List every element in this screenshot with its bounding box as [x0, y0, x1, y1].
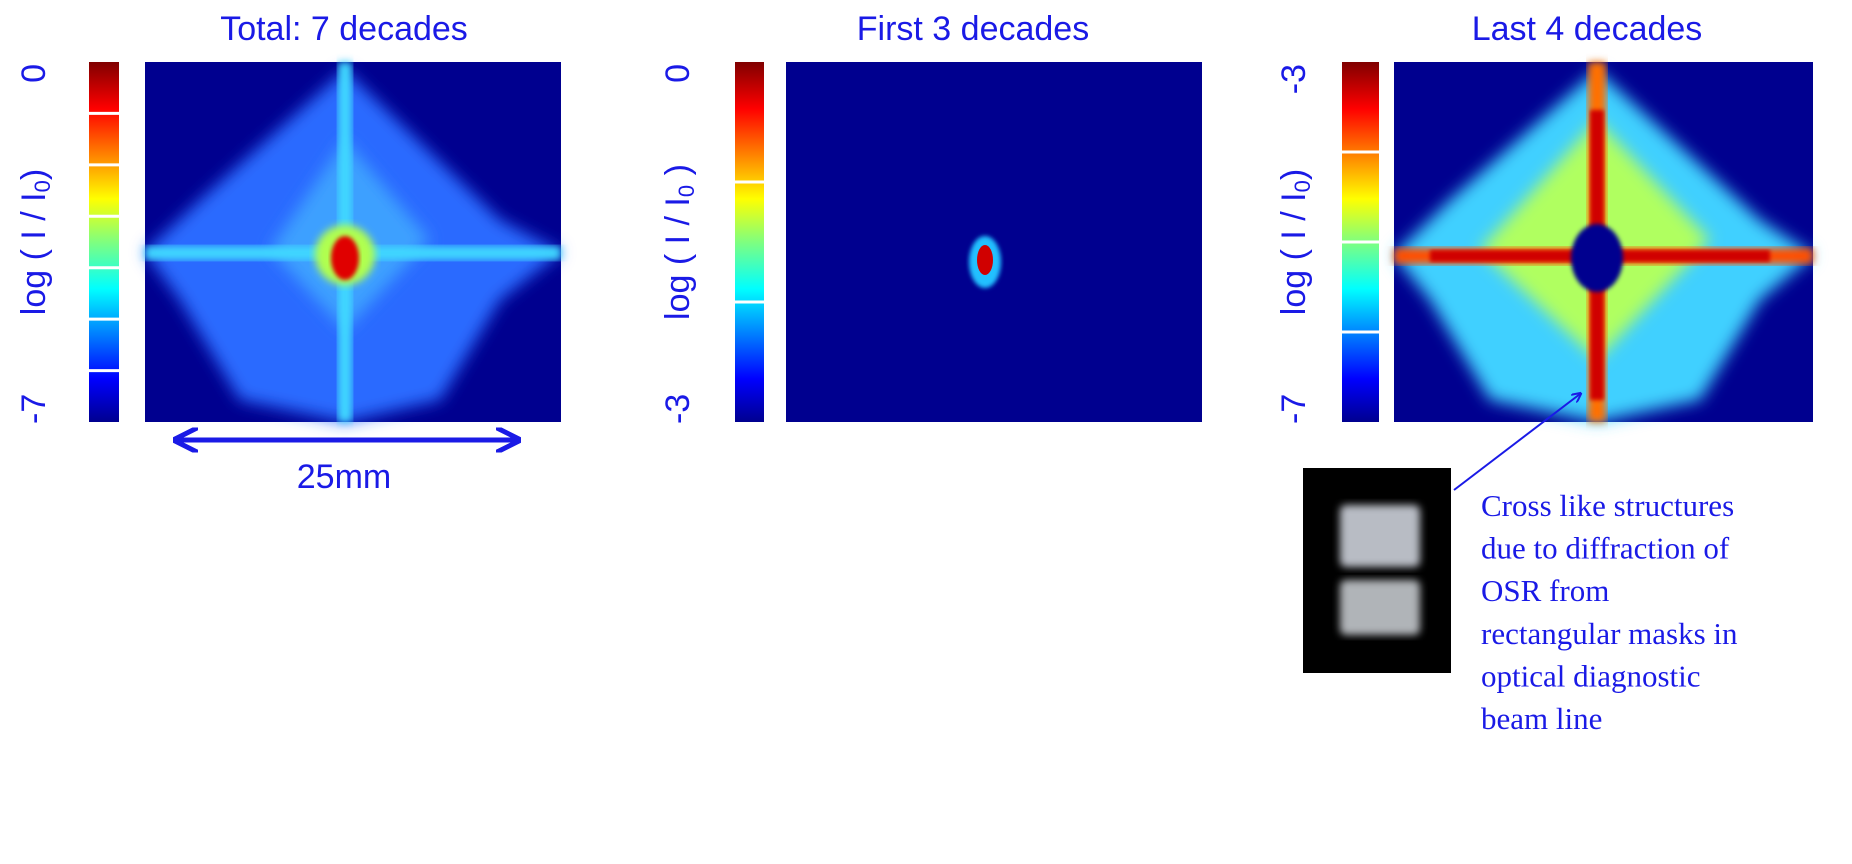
axis-label-close: ) — [1275, 169, 1313, 180]
axis-label: log ( I / I0) — [15, 169, 55, 315]
axis-label: log ( I / I0) — [1275, 169, 1315, 315]
axis-label-text: log ( I / I — [15, 192, 53, 315]
colorbar-bottom-label: -7 — [1275, 394, 1313, 424]
caption-line: optical diagnostic — [1481, 658, 1701, 693]
panel-title: Total: 7 decades — [220, 10, 468, 48]
colorbar-bottom-label: -3 — [659, 394, 697, 424]
caption-line: Cross like structures — [1481, 488, 1734, 523]
caption-line: beam line — [1481, 701, 1602, 736]
axis-label-subscript: 0 — [30, 180, 55, 192]
figure: 25mm Total: 7 decades0-7log ( I / I0)Fir… — [0, 0, 1852, 864]
axis-label-close: ) — [15, 169, 53, 180]
axis-label-text: log ( I / I — [659, 197, 697, 320]
colorbar — [89, 62, 119, 422]
colorbar-top-label: 0 — [15, 64, 53, 83]
photo — [1303, 468, 1451, 673]
caption-line: due to diffraction of — [1481, 531, 1730, 566]
colorbar-top-label: 0 — [659, 64, 697, 83]
scale-label: 25mm — [297, 458, 391, 496]
axis-label-subscript: 0 — [1290, 180, 1315, 192]
panel-title: First 3 decades — [857, 10, 1089, 48]
axis-label: log ( I / I0 ) — [659, 164, 699, 320]
heatmap — [786, 62, 1202, 422]
page: {"panels":[ {"title":"Total: 7 decades",… — [0, 0, 1852, 864]
axis-label-close: ) — [659, 164, 697, 185]
axis-label-subscript: 0 — [674, 185, 699, 197]
colorbar-top-label: -3 — [1275, 64, 1313, 94]
caption-line: OSR from — [1481, 573, 1609, 608]
heatmap — [1394, 62, 1813, 422]
axis-label-text: log ( I / I — [1275, 192, 1313, 315]
colorbar-bottom-label: -7 — [15, 394, 53, 424]
heatmap — [145, 62, 561, 422]
caption-line: rectangular masks in — [1481, 616, 1738, 651]
panel-title: Last 4 decades — [1472, 10, 1703, 48]
colorbar — [735, 62, 764, 422]
